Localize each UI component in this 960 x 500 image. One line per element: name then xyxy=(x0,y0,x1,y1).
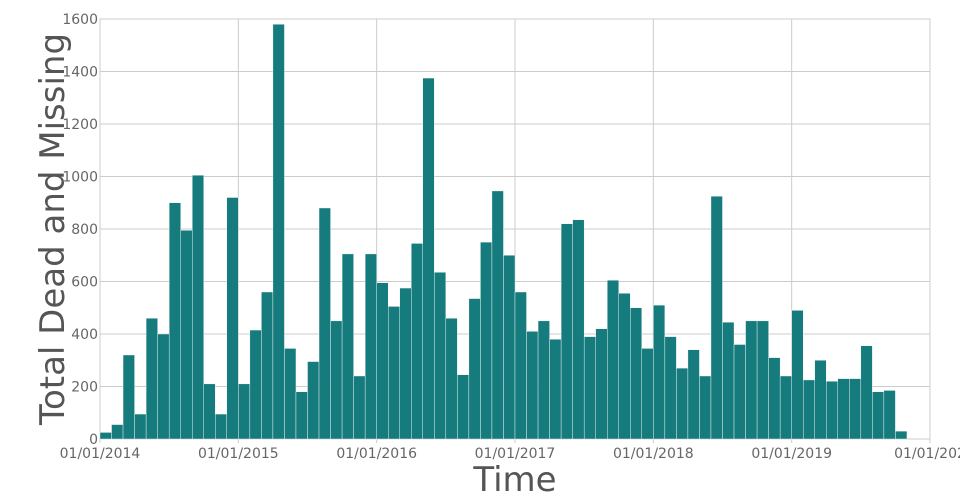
bar xyxy=(595,328,608,440)
bar xyxy=(341,253,354,440)
bar xyxy=(860,345,873,440)
bar xyxy=(653,304,666,440)
bar xyxy=(710,195,723,440)
bar xyxy=(387,306,400,440)
x-tick-label: 01/01/2018 xyxy=(613,446,694,462)
bar xyxy=(872,391,885,440)
bar xyxy=(215,413,228,440)
bar xyxy=(399,287,412,440)
bar xyxy=(630,307,643,440)
y-tick-label: 600 xyxy=(71,275,98,291)
bar xyxy=(330,320,343,440)
bar xyxy=(445,318,458,440)
y-tick-label: 1200 xyxy=(62,117,98,133)
bar xyxy=(756,320,769,440)
bar xyxy=(226,197,239,440)
bar xyxy=(434,272,447,440)
bar xyxy=(157,333,170,440)
y-tick-label: 1000 xyxy=(62,170,98,186)
bar xyxy=(583,336,596,440)
bar xyxy=(560,223,573,440)
bar xyxy=(238,383,251,440)
bar xyxy=(353,375,366,440)
bar xyxy=(618,293,631,440)
bar xyxy=(249,329,262,440)
bar xyxy=(537,320,550,440)
y-axis-ticks: 0 200 400 600 800 1000 1200 1400 1600 xyxy=(62,12,98,448)
bar xyxy=(768,357,781,440)
x-axis-ticks: 01/01/2014 01/01/2015 01/01/2016 01/01/2017… xyxy=(60,446,960,462)
y-tick-label: 200 xyxy=(71,380,98,396)
x-tick-label: 01/01/2019 xyxy=(751,446,832,462)
x-tick-label: 01/01/2014 xyxy=(60,446,141,462)
bar xyxy=(849,378,862,440)
bar xyxy=(491,190,504,440)
bar xyxy=(422,77,435,440)
bar xyxy=(134,413,147,440)
bar xyxy=(549,339,562,440)
x-tick-label: 01/01/202 xyxy=(894,446,960,462)
bar xyxy=(779,375,792,440)
bar xyxy=(272,24,285,440)
bar xyxy=(318,207,331,440)
bar xyxy=(168,202,181,440)
y-tick-label: 400 xyxy=(71,327,98,343)
bar xyxy=(457,374,470,440)
bar xyxy=(111,424,124,440)
bar xyxy=(802,379,815,440)
bar xyxy=(203,383,216,440)
y-tick-label: 0 xyxy=(89,432,98,448)
bar xyxy=(503,255,516,440)
bar xyxy=(733,344,746,440)
bar xyxy=(722,321,735,440)
bar xyxy=(676,367,689,440)
bar xyxy=(883,390,896,440)
bar xyxy=(687,349,700,440)
bar xyxy=(526,331,539,440)
y-tick-label: 1600 xyxy=(62,12,98,28)
bar xyxy=(192,174,204,440)
bar xyxy=(699,375,712,440)
y-tick-label: 800 xyxy=(71,222,98,238)
bars xyxy=(99,24,908,440)
x-tick-label: 01/01/2015 xyxy=(198,446,279,462)
bar xyxy=(411,243,423,440)
bar xyxy=(664,336,677,440)
y-tick-label: 1400 xyxy=(62,65,98,81)
bar xyxy=(607,279,619,440)
bar xyxy=(122,354,135,440)
bar xyxy=(295,391,308,440)
bar xyxy=(895,430,908,440)
x-tick-label: 01/01/2016 xyxy=(336,446,417,462)
bar xyxy=(261,291,274,440)
bar xyxy=(791,310,804,440)
bar xyxy=(99,432,112,440)
bar xyxy=(364,253,377,440)
bar xyxy=(572,219,585,440)
bar xyxy=(826,381,838,440)
y-axis-title: Total Dead and Missing xyxy=(33,33,73,426)
bar xyxy=(307,361,320,440)
bar xyxy=(180,230,193,440)
bar xyxy=(641,348,654,440)
x-tick-label: 01/01/2017 xyxy=(475,446,556,462)
bar xyxy=(376,282,389,440)
bar xyxy=(480,241,493,440)
bar xyxy=(284,348,297,440)
bar xyxy=(745,320,758,440)
x-axis-title: Time xyxy=(472,460,556,500)
bar xyxy=(468,298,481,440)
bar xyxy=(837,378,850,440)
bar xyxy=(145,318,158,440)
bar xyxy=(514,291,527,440)
bar xyxy=(814,360,827,440)
